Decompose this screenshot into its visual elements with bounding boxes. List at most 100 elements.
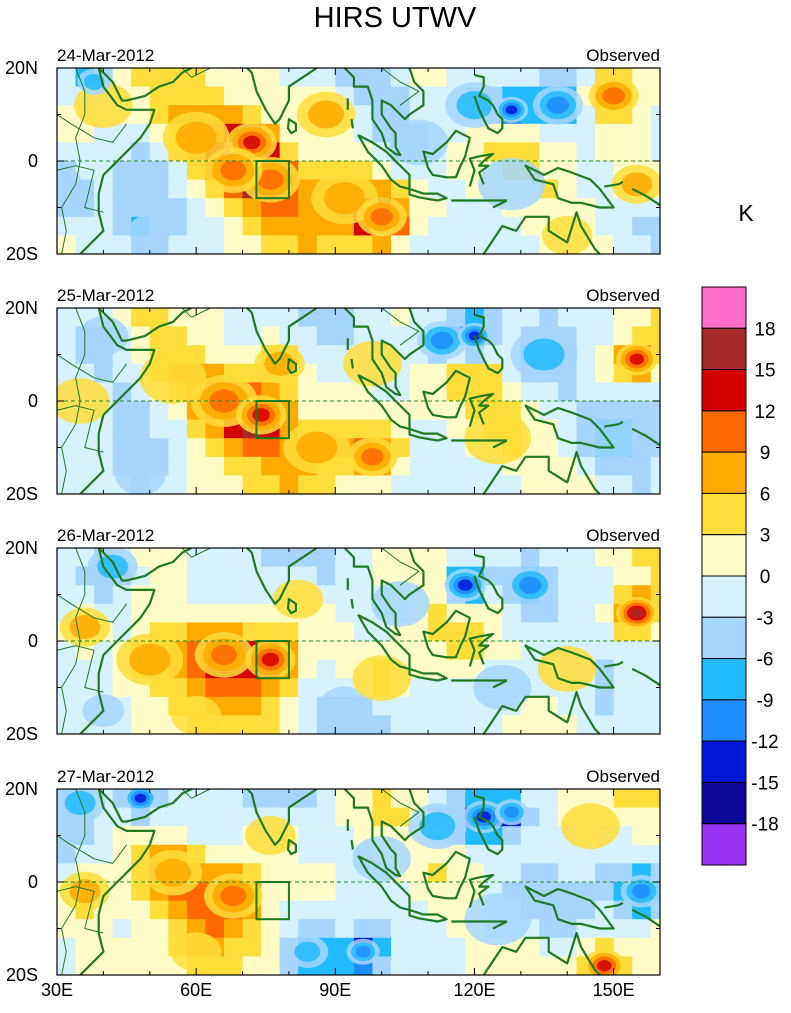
field-cell [446,382,466,402]
field-cell [94,179,114,199]
field-cell [483,585,503,605]
field-cell [446,198,466,218]
field-cell [520,789,540,809]
field-cell [57,86,77,106]
field-cell [372,696,392,716]
field-cell [576,585,596,605]
field-cell [261,235,281,254]
field-blob [473,664,532,711]
field-cell [446,179,466,199]
field-cell [335,308,355,328]
coastline-java [408,187,448,202]
field-cell [409,161,429,181]
field-cell [465,956,485,975]
field-cell [186,807,207,827]
field-cell [372,308,392,328]
field-cell [409,678,429,698]
field-cell [57,142,77,162]
field-cell [557,844,578,864]
field-cell [539,622,559,642]
field-cell [261,566,281,586]
field-cell [186,826,207,846]
field-cell [205,438,225,458]
map-panel: 25-Mar-2012 Observed [56,286,661,495]
field-cell [520,142,540,162]
field-cell [409,937,429,957]
field-cell [57,308,77,328]
field-cell [650,863,660,883]
field-blob [261,652,280,667]
field-cell [465,308,485,328]
field-cell [557,603,578,623]
field-cell [446,419,466,439]
field-cell [57,919,77,939]
field-cell [409,956,429,975]
field-cell [576,382,596,402]
field-cell [316,789,336,809]
field-cell [595,123,615,143]
field-cell [520,548,540,568]
field-cell [446,603,466,623]
field-cell [353,882,374,902]
colorbar-swatch [701,740,747,783]
field-cell [223,919,244,939]
field-cell [205,456,225,476]
field-cell [576,622,596,642]
field-cell [168,216,188,236]
field-cell [223,198,244,218]
field-cell [465,235,485,254]
coastline-solomon [631,427,660,447]
contour-field [57,68,660,254]
field-cell [94,826,114,846]
coastline-solomon [631,667,660,687]
x-tick-label: 60E [180,980,212,1000]
field-cell [261,696,281,716]
field-cell [223,937,244,957]
field-cell [650,937,660,957]
field-cell [353,86,374,106]
field-cell [650,419,660,439]
field-cell [112,937,132,957]
field-cell [75,363,95,383]
field-cell [298,142,318,162]
box-region [255,881,290,921]
coastline-sulawesi [468,632,495,667]
field-blob [296,431,338,464]
panel-label: Observed [586,767,660,786]
field-blob [294,941,321,962]
colorbar-level-label: -3 [757,608,774,629]
colorbar-level-label: -6 [757,650,774,671]
field-cell [372,475,392,494]
panel-label: Observed [586,46,660,65]
field-blob [352,655,411,701]
field-cell [539,919,559,939]
field-cell [131,68,151,88]
field-cell [94,438,114,458]
colorbar-swatch [701,451,747,494]
coastline-africa-east-coast [79,68,156,254]
field-cell [576,603,596,623]
field-cell [223,826,244,846]
field-cell [632,235,652,254]
panel-label: Observed [586,286,660,305]
colorbar-level-label: -18 [751,815,778,836]
field-cell [576,715,596,734]
field-cell [223,308,244,328]
field-cell [316,566,336,586]
field-cell [186,585,207,605]
field-blob [361,448,384,466]
field-cell [650,86,660,106]
field-cell [131,715,151,734]
field-blob [597,960,612,972]
field-cell [242,937,262,957]
field-cell [112,363,132,383]
field-cell [632,789,652,809]
field-cell [335,919,355,939]
coastline-new-britain [604,180,624,188]
field-cell [261,715,281,734]
field-cell [520,235,540,254]
field-cell [539,475,559,494]
field-cell [632,105,652,125]
y-tick-label: 0 [28,391,38,411]
field-cell [520,68,540,88]
